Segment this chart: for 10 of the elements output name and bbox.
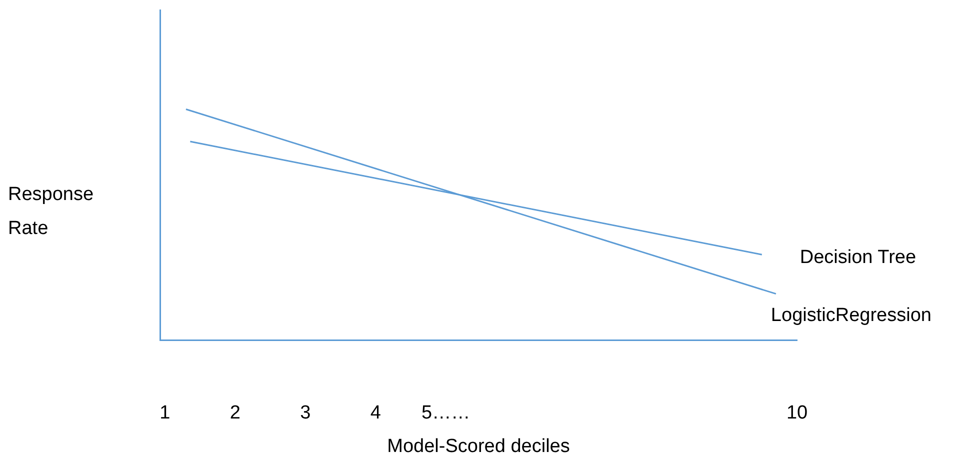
y-axis-title: Response Rate [8, 183, 95, 241]
x-tick-label: 4 [370, 402, 382, 424]
x-tick-label: 1 [160, 402, 170, 424]
x-tick-label: 5…… [422, 402, 470, 424]
x-tick-label: 3 [300, 402, 311, 424]
x-tick-label: 2 [230, 402, 240, 424]
x-tick-label: 10 [786, 402, 808, 424]
series-label: LogisticRegression [770, 305, 932, 326]
x-axis-title: Model-Scored deciles [387, 436, 570, 457]
text: Decision Tree [800, 246, 916, 268]
